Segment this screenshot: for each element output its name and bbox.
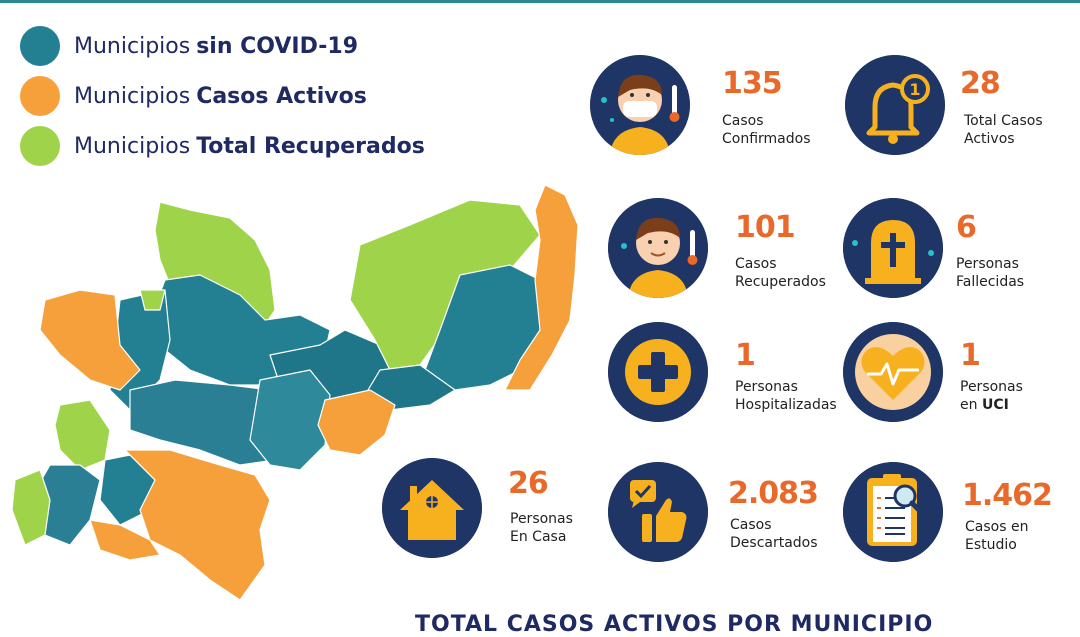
- stat-label-line: Personas: [735, 379, 798, 395]
- legend-item-total-recuperados: Municipios Total Recuperados: [20, 124, 425, 168]
- legend-prefix: Municipios: [74, 133, 191, 159]
- thumbs-up-check-icon: [608, 462, 708, 562]
- top-border: [0, 0, 1080, 3]
- stat-label-line: Personas: [510, 511, 573, 527]
- stat-activos-value: 28: [960, 66, 1001, 101]
- house-icon: [382, 458, 482, 558]
- footer-title: TOTAL CASOS ACTIVOS POR MUNICIPIO: [415, 612, 934, 637]
- stat-fallecidas-label: Personas Fallecidas: [956, 255, 1024, 291]
- stat-label-line: Total Casos: [964, 113, 1043, 129]
- stat-uci-value: 1: [960, 338, 981, 373]
- bell-icon: 1: [845, 55, 945, 155]
- map-region: [424, 264, 546, 391]
- stat-hospitalizadas-label: Personas Hospitalizadas: [735, 378, 837, 414]
- map-region: [54, 399, 111, 471]
- map-region: [124, 449, 271, 601]
- stat-confirmados-value: 135: [722, 66, 783, 101]
- stat-label-strong: UCI: [981, 397, 1009, 413]
- legend-label: sin COVID-19: [196, 33, 359, 59]
- legend-prefix: Municipios: [74, 83, 191, 109]
- stat-descartados-label: Casos Descartados: [730, 516, 818, 552]
- stat-recuperados-label: Casos Recuperados: [735, 255, 826, 291]
- legend-item-sin-covid: Municipios sin COVID-19: [20, 24, 358, 68]
- legend-prefix: Municipios: [74, 33, 191, 59]
- stat-descartados-value: 2.083: [728, 476, 819, 511]
- clipboard-magnifier-icon: [843, 462, 943, 562]
- stat-confirmados-label: Casos Confirmados: [722, 112, 811, 148]
- map-region: [249, 369, 331, 471]
- map-region: [317, 389, 396, 456]
- stat-label-line: Descartados: [730, 535, 818, 551]
- stat-label-line: Estudio: [965, 537, 1017, 553]
- stat-uci-label: Personas en UCI: [960, 378, 1023, 414]
- map-region: [139, 289, 166, 311]
- stat-hospitalizadas-value: 1: [735, 338, 756, 373]
- stat-label-line: Casos: [730, 517, 772, 533]
- svg-text:1: 1: [909, 80, 920, 99]
- stat-label-prefix: en: [960, 397, 978, 413]
- map-region: [504, 184, 579, 391]
- stat-label-line: Confirmados: [722, 131, 811, 147]
- medical-cross-icon: [608, 322, 708, 422]
- stat-estudio-label: Casos en Estudio: [965, 518, 1028, 554]
- stat-label-line: Hospitalizadas: [735, 397, 837, 413]
- legend-dot-green: [20, 126, 60, 166]
- child-thermometer-icon: [608, 198, 708, 298]
- municipalities-map: [11, 184, 579, 601]
- stat-label-line: Recuperados: [735, 274, 826, 290]
- heart-pulse-icon: [843, 322, 943, 422]
- stat-label-line: Casos: [722, 113, 764, 129]
- legend-label: Total Recuperados: [196, 133, 425, 159]
- stat-en-casa-label: Personas En Casa: [510, 510, 573, 546]
- map-region: [39, 289, 141, 391]
- stat-activos-label: Total Casos Activos: [964, 112, 1043, 148]
- legend-item-casos-activos: Municipios Casos Activos: [20, 74, 367, 118]
- stat-en-casa-value: 26: [508, 466, 549, 501]
- stat-recuperados-value: 101: [735, 210, 796, 245]
- stat-label-line: Casos: [735, 256, 777, 272]
- child-mask-thermometer-icon: [590, 55, 690, 155]
- map-region: [89, 519, 161, 561]
- stat-fallecidas-value: 6: [956, 210, 977, 245]
- stat-label-line: Personas: [956, 256, 1019, 272]
- stat-label-line: Personas: [960, 379, 1023, 395]
- map-region: [11, 469, 51, 546]
- legend-label: Casos Activos: [196, 83, 367, 109]
- stat-label-line: en UCI: [960, 396, 1023, 414]
- legend-dot-teal: [20, 26, 60, 66]
- stat-estudio-value: 1.462: [962, 478, 1053, 513]
- stat-label-line: Activos: [964, 131, 1015, 147]
- tombstone-icon: [843, 198, 943, 298]
- stat-label-line: Fallecidas: [956, 274, 1025, 290]
- stat-label-line: Casos en: [965, 519, 1029, 535]
- legend-dot-orange: [20, 76, 60, 116]
- stat-label-line: En Casa: [510, 529, 567, 545]
